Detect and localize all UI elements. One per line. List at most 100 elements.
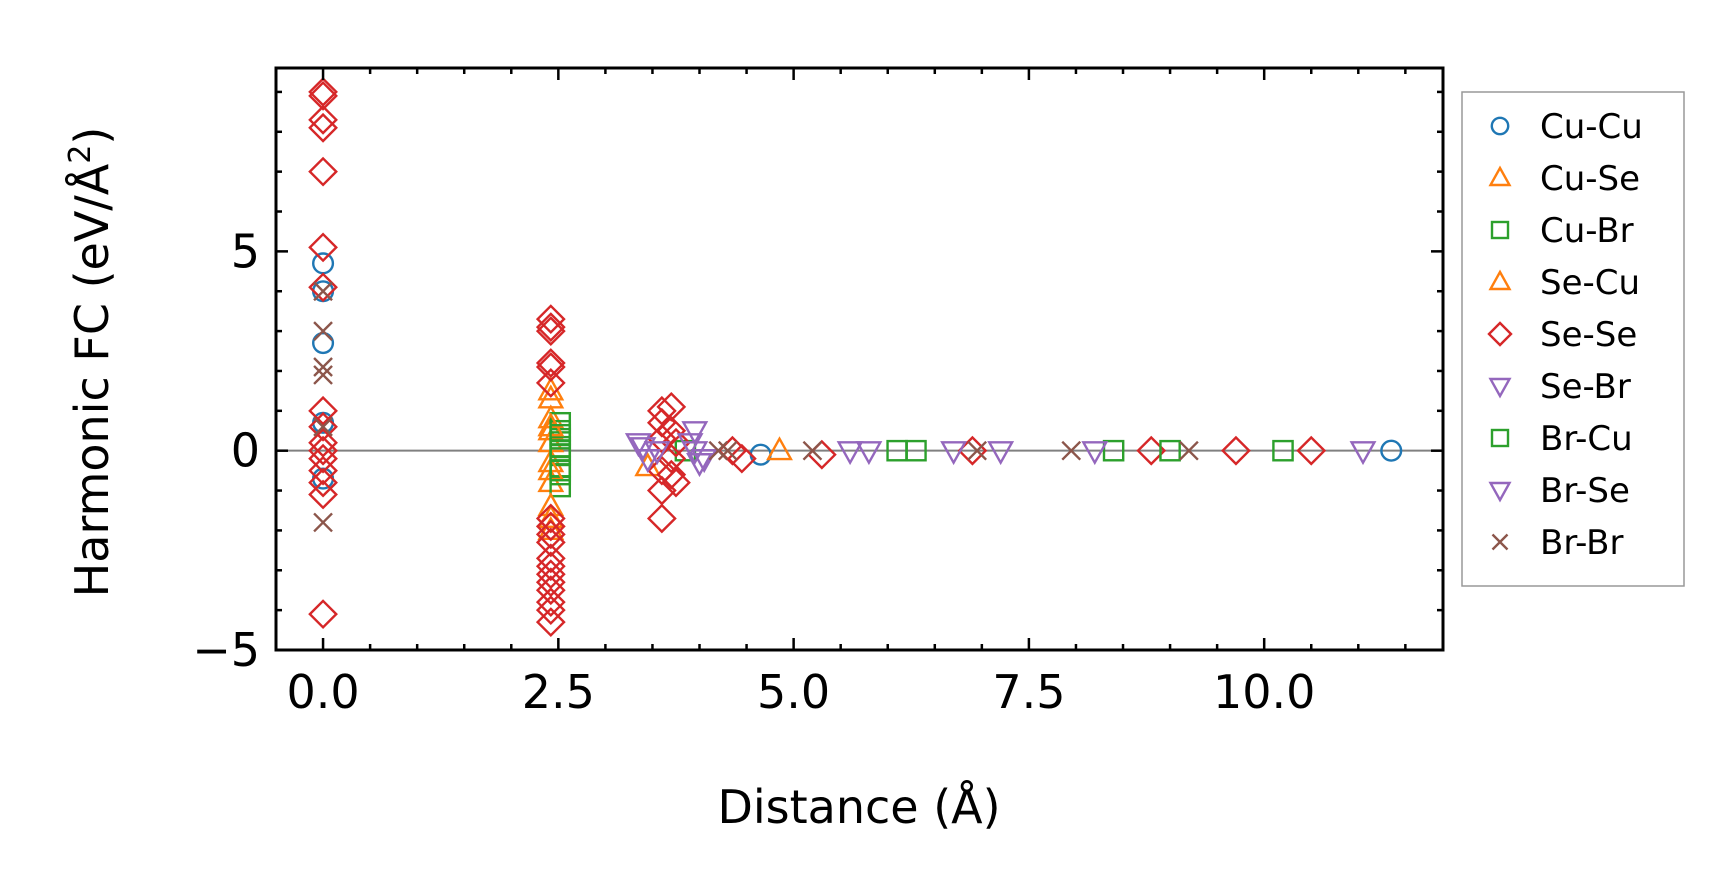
data-point-se-se (535, 607, 566, 637)
data-point-se-se (646, 503, 677, 534)
data-point-se-se (535, 352, 566, 382)
data-point-se-se (646, 455, 677, 486)
data-point-br-se (836, 441, 864, 466)
x-tick-label: 0.0 (286, 665, 359, 719)
data-point-se-se (308, 435, 338, 466)
data-point-se-se (308, 443, 338, 474)
data-point-se-se (308, 479, 338, 510)
data-point-se-se (806, 439, 837, 470)
data-point-cu-cu (1380, 439, 1403, 462)
legend-marker-br-br (1491, 533, 1509, 551)
data-point-br-br (802, 440, 823, 461)
legend-marker-cu-se (1488, 165, 1512, 187)
data-point-cu-cu (312, 332, 335, 355)
data-point-br-se (1081, 441, 1109, 466)
data-point-se-se (1221, 435, 1251, 466)
data-point-br-br (708, 440, 729, 461)
y-axis-title-superscript: 2 (63, 145, 98, 164)
data-point-se-br (855, 441, 883, 466)
data-point-se-se (535, 595, 566, 626)
x-axis-title: Distance (Å) (717, 780, 1000, 834)
legend-label-cu-br: Cu-Br (1540, 211, 1634, 251)
data-point-cu-cu (312, 252, 335, 275)
data-point-se-se (535, 316, 566, 346)
x-tick-label: 2.5 (522, 665, 595, 719)
data-point-se-se (535, 543, 566, 574)
y-axis-title-main: Harmonic FC (eV/Å (65, 163, 119, 597)
data-point-br-br (313, 357, 333, 377)
data-point-se-se (726, 443, 757, 474)
data-point-br-se (676, 433, 704, 458)
data-point-se-se (535, 519, 566, 550)
data-point-se-se (535, 527, 566, 558)
data-point-se-cu (537, 384, 565, 409)
data-point-se-se (535, 587, 566, 618)
data-point-se-se (535, 559, 566, 590)
data-point-br-cu (549, 423, 572, 446)
y-tick-label: 0 (231, 424, 260, 478)
y-tick-label: 5 (231, 224, 260, 278)
data-point-se-se (1296, 435, 1327, 466)
data-point-se-se (535, 348, 566, 378)
legend-marker-se-cu (1488, 269, 1512, 291)
legend-marker-br-se (1488, 481, 1512, 503)
data-point-br-cu (1159, 439, 1181, 462)
legend-label-cu-se: Cu-Se (1540, 159, 1640, 199)
data-point-se-se (535, 575, 566, 606)
legend-marker-br-cu (1490, 428, 1510, 448)
data-point-br-br (717, 440, 738, 461)
data-point-se-se (308, 599, 338, 630)
data-point-se-se (656, 391, 687, 422)
legend-label-se-br: Se-Br (1540, 367, 1631, 407)
data-point-br-br (1061, 440, 1082, 461)
data-point-se-se (661, 467, 691, 498)
data-point-se-se (308, 232, 338, 263)
legend-label-se-cu: Se-Cu (1540, 263, 1640, 303)
legend-label-br-cu: Br-Cu (1540, 419, 1633, 459)
data-point-br-br (313, 512, 333, 533)
data-point-se-se (308, 112, 338, 143)
data-point-cu-br (1272, 439, 1294, 462)
data-point-br-br (967, 440, 987, 461)
data-point-br-br (313, 365, 333, 385)
data-point-se-se (308, 395, 338, 426)
data-point-se-se (535, 503, 566, 534)
data-point-br-br (1179, 440, 1199, 461)
data-point-br-cu (886, 439, 908, 462)
data-point-se-br (1349, 441, 1377, 466)
data-point-se-br (686, 453, 713, 478)
data-point-se-se (535, 312, 566, 343)
data-point-se-se (308, 411, 338, 442)
plot-frame (274, 66, 1445, 652)
x-tick-label: 7.5 (992, 665, 1065, 719)
data-point-se-se (535, 551, 566, 582)
legend-label-se-se: Se-Se (1540, 315, 1637, 355)
data-point-se-br (624, 433, 652, 458)
data-point-br-br (313, 416, 333, 437)
data-point-br-cu (549, 459, 572, 482)
data-point-se-br (987, 441, 1015, 466)
data-point-cu-se (537, 503, 565, 529)
legend: Cu-Cu Cu-Se Cu-Br Se-Cu Se-Se Se-Br Br-Cu Br-Se… (1461, 91, 1685, 587)
legend-frame (1461, 91, 1685, 587)
data-point-se-se (308, 104, 338, 135)
legend-marker-cu-br (1490, 220, 1510, 240)
data-point-br-br (313, 281, 333, 302)
legend-marker-cu-cu (1490, 116, 1510, 136)
data-point-cu-se (766, 436, 793, 461)
data-point-se-se (661, 427, 691, 458)
data-point-se-se (308, 156, 338, 187)
data-point-se-se (308, 467, 338, 498)
legend-label-br-br: Br-Br (1540, 523, 1624, 563)
legend-label-cu-cu: Cu-Cu (1540, 107, 1643, 147)
legend-label-br-se: Br-Se (1540, 471, 1630, 511)
data-point-se-se (656, 459, 687, 490)
data-point-br-br (313, 321, 333, 341)
legend-marker-se-br (1488, 377, 1512, 399)
data-point-br-se (643, 441, 671, 466)
data-point-se-br (681, 421, 709, 446)
data-point-se-se (535, 304, 566, 335)
data-point-se-se (535, 511, 566, 542)
data-point-br-se (690, 449, 718, 474)
